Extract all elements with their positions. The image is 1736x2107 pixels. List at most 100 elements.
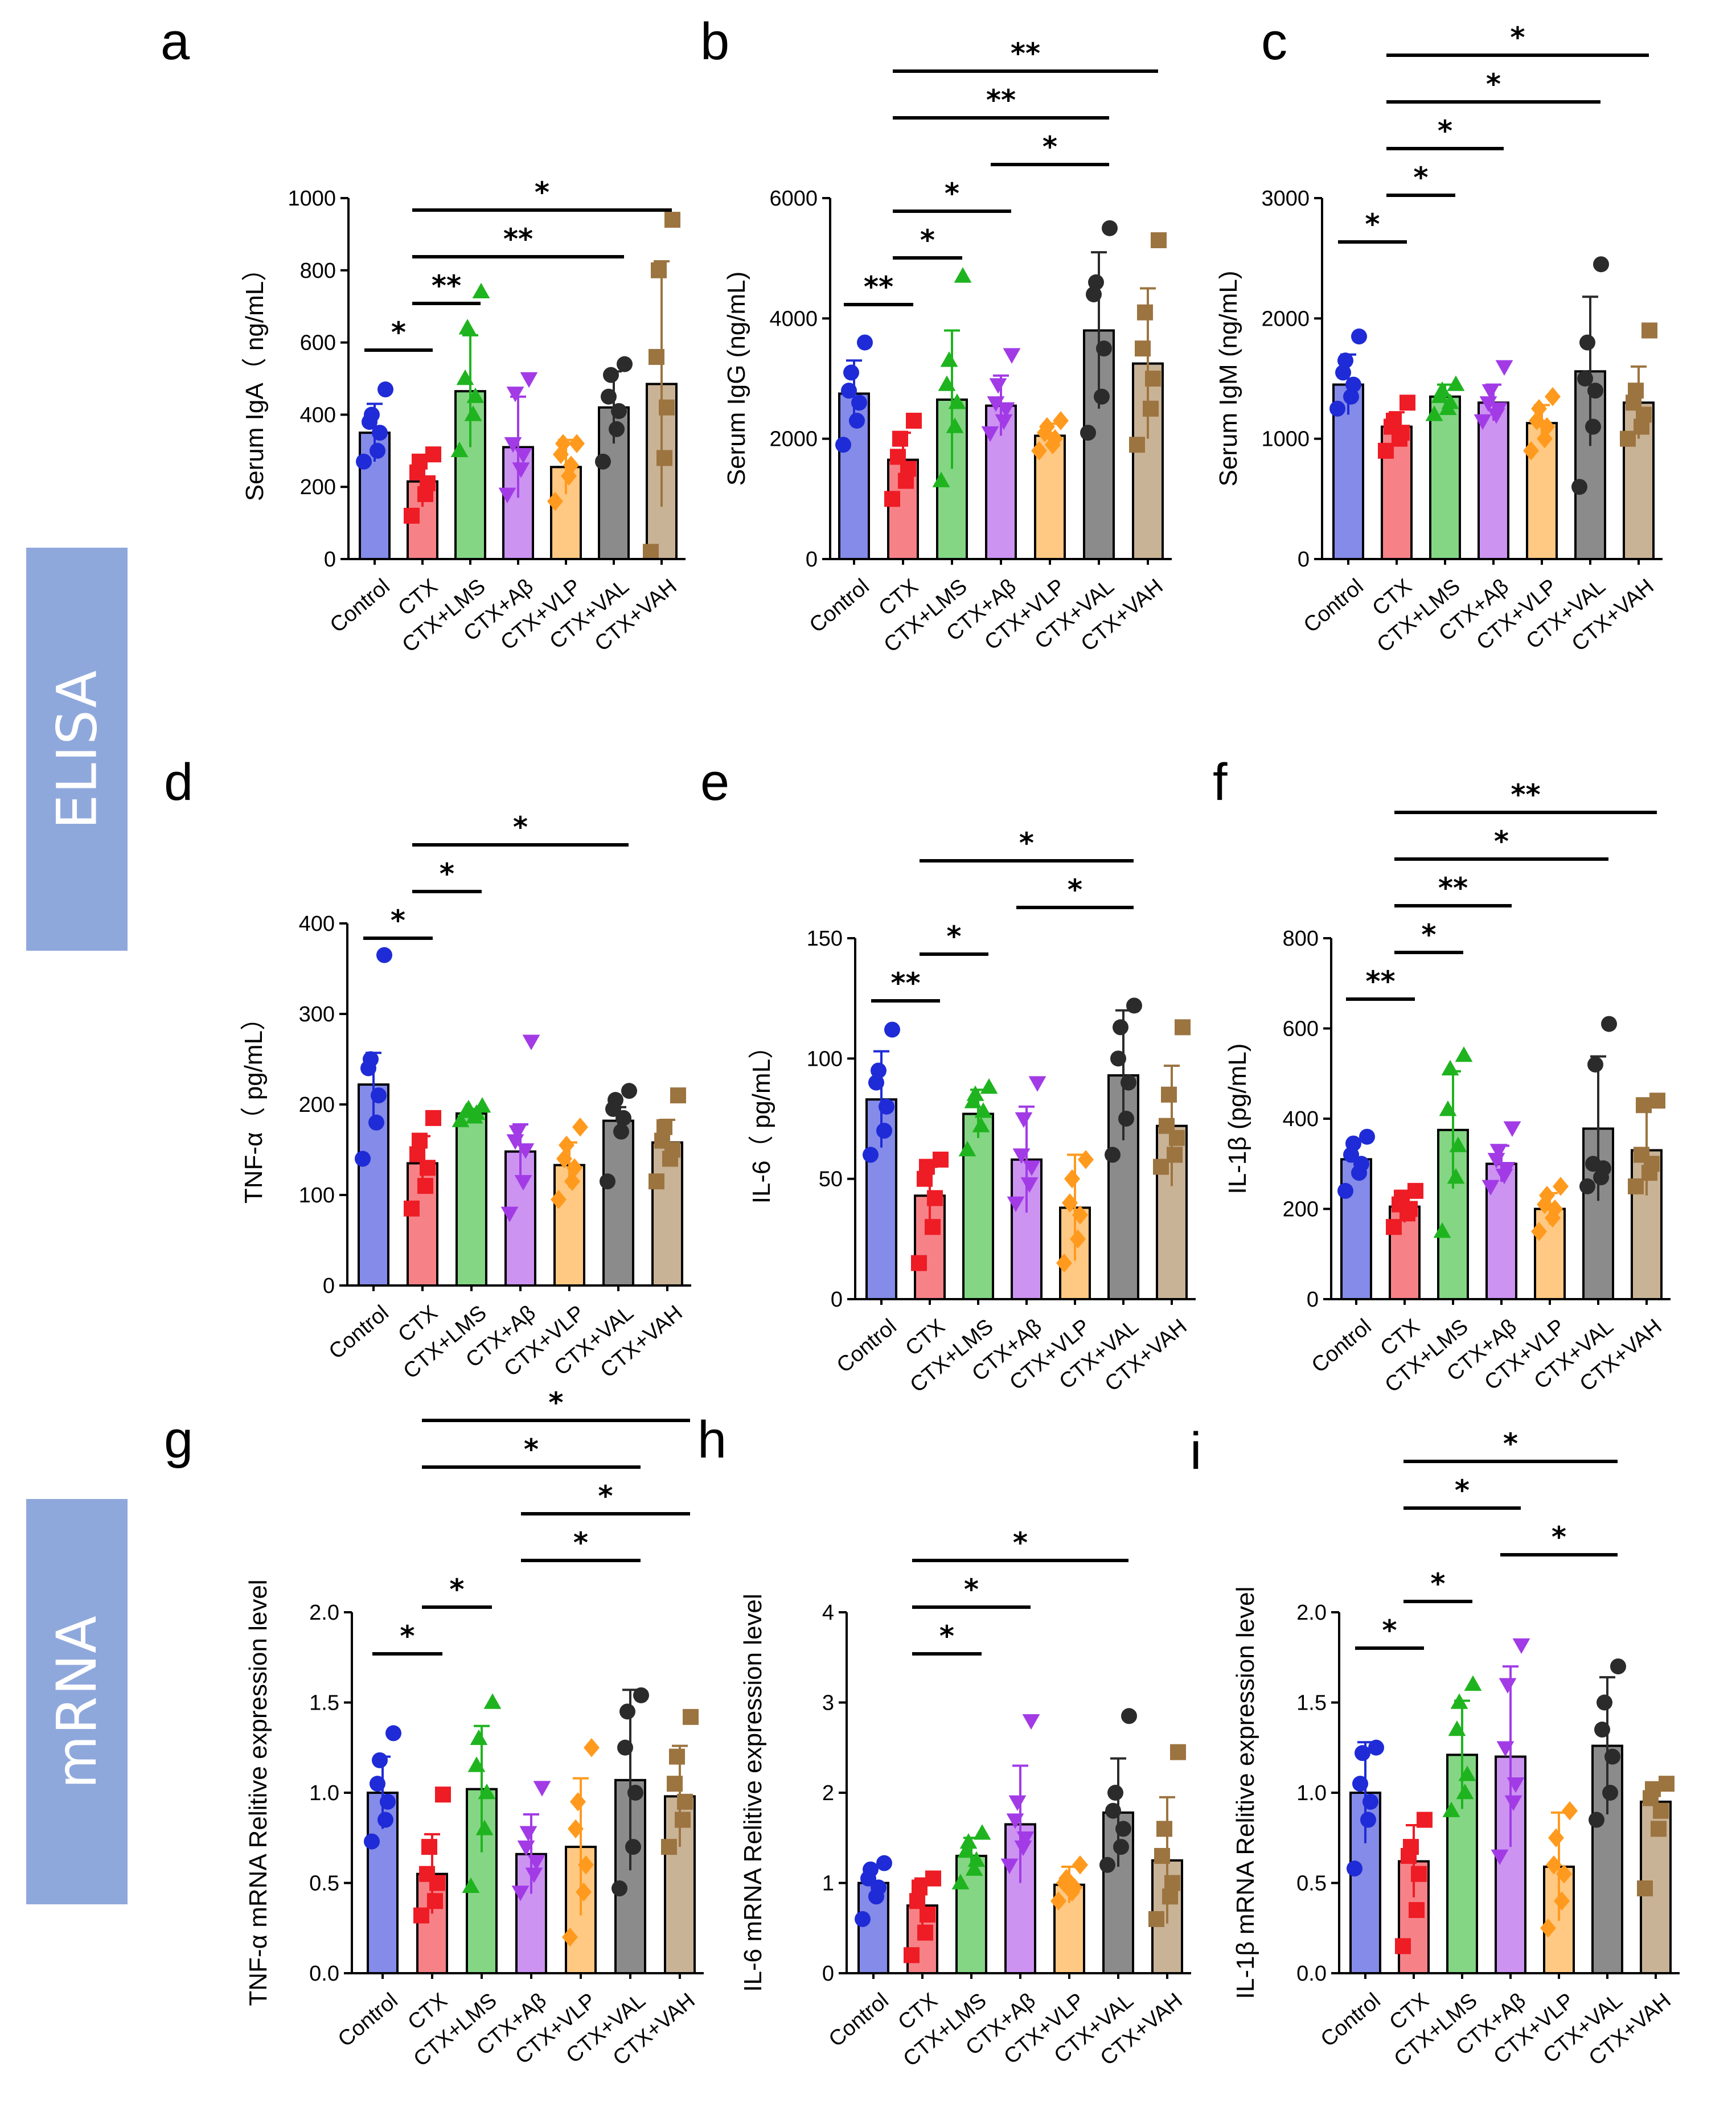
point-a-5-4 [603,367,619,383]
sig-star-c-0: * [1365,208,1380,241]
point-b-5-3 [1086,286,1102,303]
ytick-label-f-4: 800 [1283,927,1319,951]
point-f-3-4 [1489,1144,1508,1160]
panel-letter-c: c [1261,13,1287,71]
point-h-3-2 [1016,1831,1035,1847]
point-i-3-2 [1507,1777,1525,1793]
point-h-2-2 [967,1851,986,1867]
point-a-3-3 [504,437,522,453]
point-g-0-2 [380,1793,396,1810]
point-h-1-5 [925,1870,941,1887]
y-axis-label-f: IL-1β (pg/mL) [1224,1044,1251,1194]
point-i-0-4 [1355,1745,1370,1761]
point-a-3-2 [514,447,532,464]
point-c-6-4 [1628,383,1644,399]
point-e-1-5 [933,1151,949,1168]
y-axis-label-c: Serum IgM (ng/mL) [1214,271,1242,487]
ytick-label-a-4: 800 [300,259,336,283]
point-d-4-5 [572,1117,588,1137]
ytick-label-h-2: 2 [822,1781,834,1805]
point-h-6-4 [1156,1821,1172,1837]
point-c-0-1 [1343,388,1359,405]
point-a-0-0 [356,453,372,470]
point-g-1-5 [435,1786,451,1803]
point-b-1-5 [906,412,922,429]
point-c-5-5 [1593,256,1609,273]
point-e-6-5 [1175,1019,1191,1036]
point-b-3-2 [997,402,1015,418]
point-g-1-4 [421,1839,437,1855]
y-axis-label-i: IL-1β mRNA Relitive expression level [1232,1587,1259,1999]
xtick-label-b-0: Control [805,574,874,638]
point-e-6-0 [1153,1159,1169,1175]
point-g-4-3 [568,1819,584,1839]
panel-letter-h: h [697,1411,727,1469]
point-i-6-4 [1645,1781,1661,1797]
point-e-0-2 [879,1098,894,1115]
point-b-3-3 [987,396,1005,412]
point-e-3-1 [1020,1177,1039,1193]
point-e-4-4 [1064,1169,1080,1189]
point-i-5-4 [1597,1694,1612,1711]
point-g-5-5 [633,1687,649,1703]
sig-star-g-2: * [573,1526,588,1559]
point-d-0-1 [368,1114,384,1131]
point-i-1-2 [1411,1866,1427,1882]
point-h-3-1 [1014,1840,1032,1857]
point-b-4-4 [1039,417,1055,437]
point-c-4-0 [1523,441,1539,461]
point-f-3-0 [1481,1180,1500,1196]
point-b-2-1 [946,417,964,433]
point-a-3-4 [506,387,524,402]
point-b-2-0 [932,471,950,487]
point-d-6-4 [656,1119,672,1135]
ytick-label-e-2: 100 [807,1047,843,1071]
panel-letter-d: d [164,753,193,811]
point-b-3-4 [989,378,1007,394]
sig-star-f-4: ** [1511,778,1540,811]
point-e-2-0 [958,1140,976,1157]
point-g-3-2 [527,1855,545,1871]
sig-star-c-2: * [1438,114,1452,147]
point-g-5-4 [619,1703,635,1720]
point-b-6-5 [1151,232,1167,248]
point-h-2-5 [973,1824,991,1840]
point-d-5-5 [621,1083,637,1099]
point-f-0-4 [1345,1135,1361,1152]
point-d-2-0 [452,1111,470,1127]
point-b-5-1 [1094,388,1110,405]
point-b-4-5 [1053,411,1069,430]
point-f-6-4 [1636,1097,1652,1114]
point-f-6-3 [1634,1147,1649,1163]
point-f-3-3 [1487,1153,1505,1169]
point-i-3-4 [1499,1678,1517,1694]
ytick-label-g-2: 1.0 [309,1781,339,1805]
point-e-4-2 [1072,1205,1088,1225]
point-i-5-5 [1610,1658,1626,1675]
point-g-4-1 [576,1882,592,1902]
point-i-4-2 [1556,1864,1572,1884]
point-c-1-5 [1400,395,1415,411]
sig-star-d-1: * [440,857,454,890]
point-f-5-3 [1585,1156,1601,1172]
ytick-label-b-3: 6000 [769,187,818,211]
point-h-1-2 [920,1906,935,1923]
ytick-label-h-3: 3 [822,1691,834,1715]
point-a-6-5 [664,212,680,228]
point-i-4-1 [1554,1891,1570,1911]
chart-panel-a: a 0 200 400 600 800 1000 Serum IgA（ ng/mL） Contr… [161,13,686,657]
point-a-3-1 [512,462,530,478]
point-h-0-2 [871,1879,887,1896]
point-h-1-4 [912,1879,927,1896]
sig-star-c-3: * [1486,68,1501,101]
ytick-label-f-2: 400 [1283,1107,1319,1131]
point-b-3-1 [995,414,1013,430]
sig-star-a-2: ** [503,223,533,256]
sig-star-a-0: * [391,316,406,349]
point-h-5-0 [1099,1857,1115,1873]
point-f-2-0 [1433,1222,1451,1238]
point-a-4-4 [555,434,571,453]
point-d-5-0 [600,1173,615,1190]
point-e-2-5 [980,1078,998,1094]
